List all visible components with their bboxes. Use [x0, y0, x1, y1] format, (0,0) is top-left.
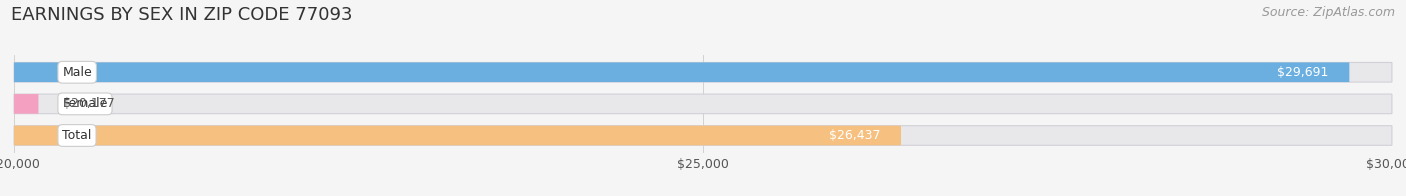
Text: Female: Female — [62, 97, 108, 110]
FancyBboxPatch shape — [14, 126, 1392, 145]
FancyBboxPatch shape — [14, 126, 901, 145]
Text: $26,437: $26,437 — [828, 129, 880, 142]
FancyBboxPatch shape — [14, 94, 38, 114]
Text: EARNINGS BY SEX IN ZIP CODE 77093: EARNINGS BY SEX IN ZIP CODE 77093 — [11, 6, 353, 24]
Text: Source: ZipAtlas.com: Source: ZipAtlas.com — [1261, 6, 1395, 19]
Text: Total: Total — [62, 129, 91, 142]
Text: $20,177: $20,177 — [63, 97, 115, 110]
FancyBboxPatch shape — [14, 63, 1392, 82]
Text: Male: Male — [62, 66, 91, 79]
Text: $29,691: $29,691 — [1277, 66, 1329, 79]
FancyBboxPatch shape — [14, 63, 1350, 82]
FancyBboxPatch shape — [14, 94, 1392, 114]
